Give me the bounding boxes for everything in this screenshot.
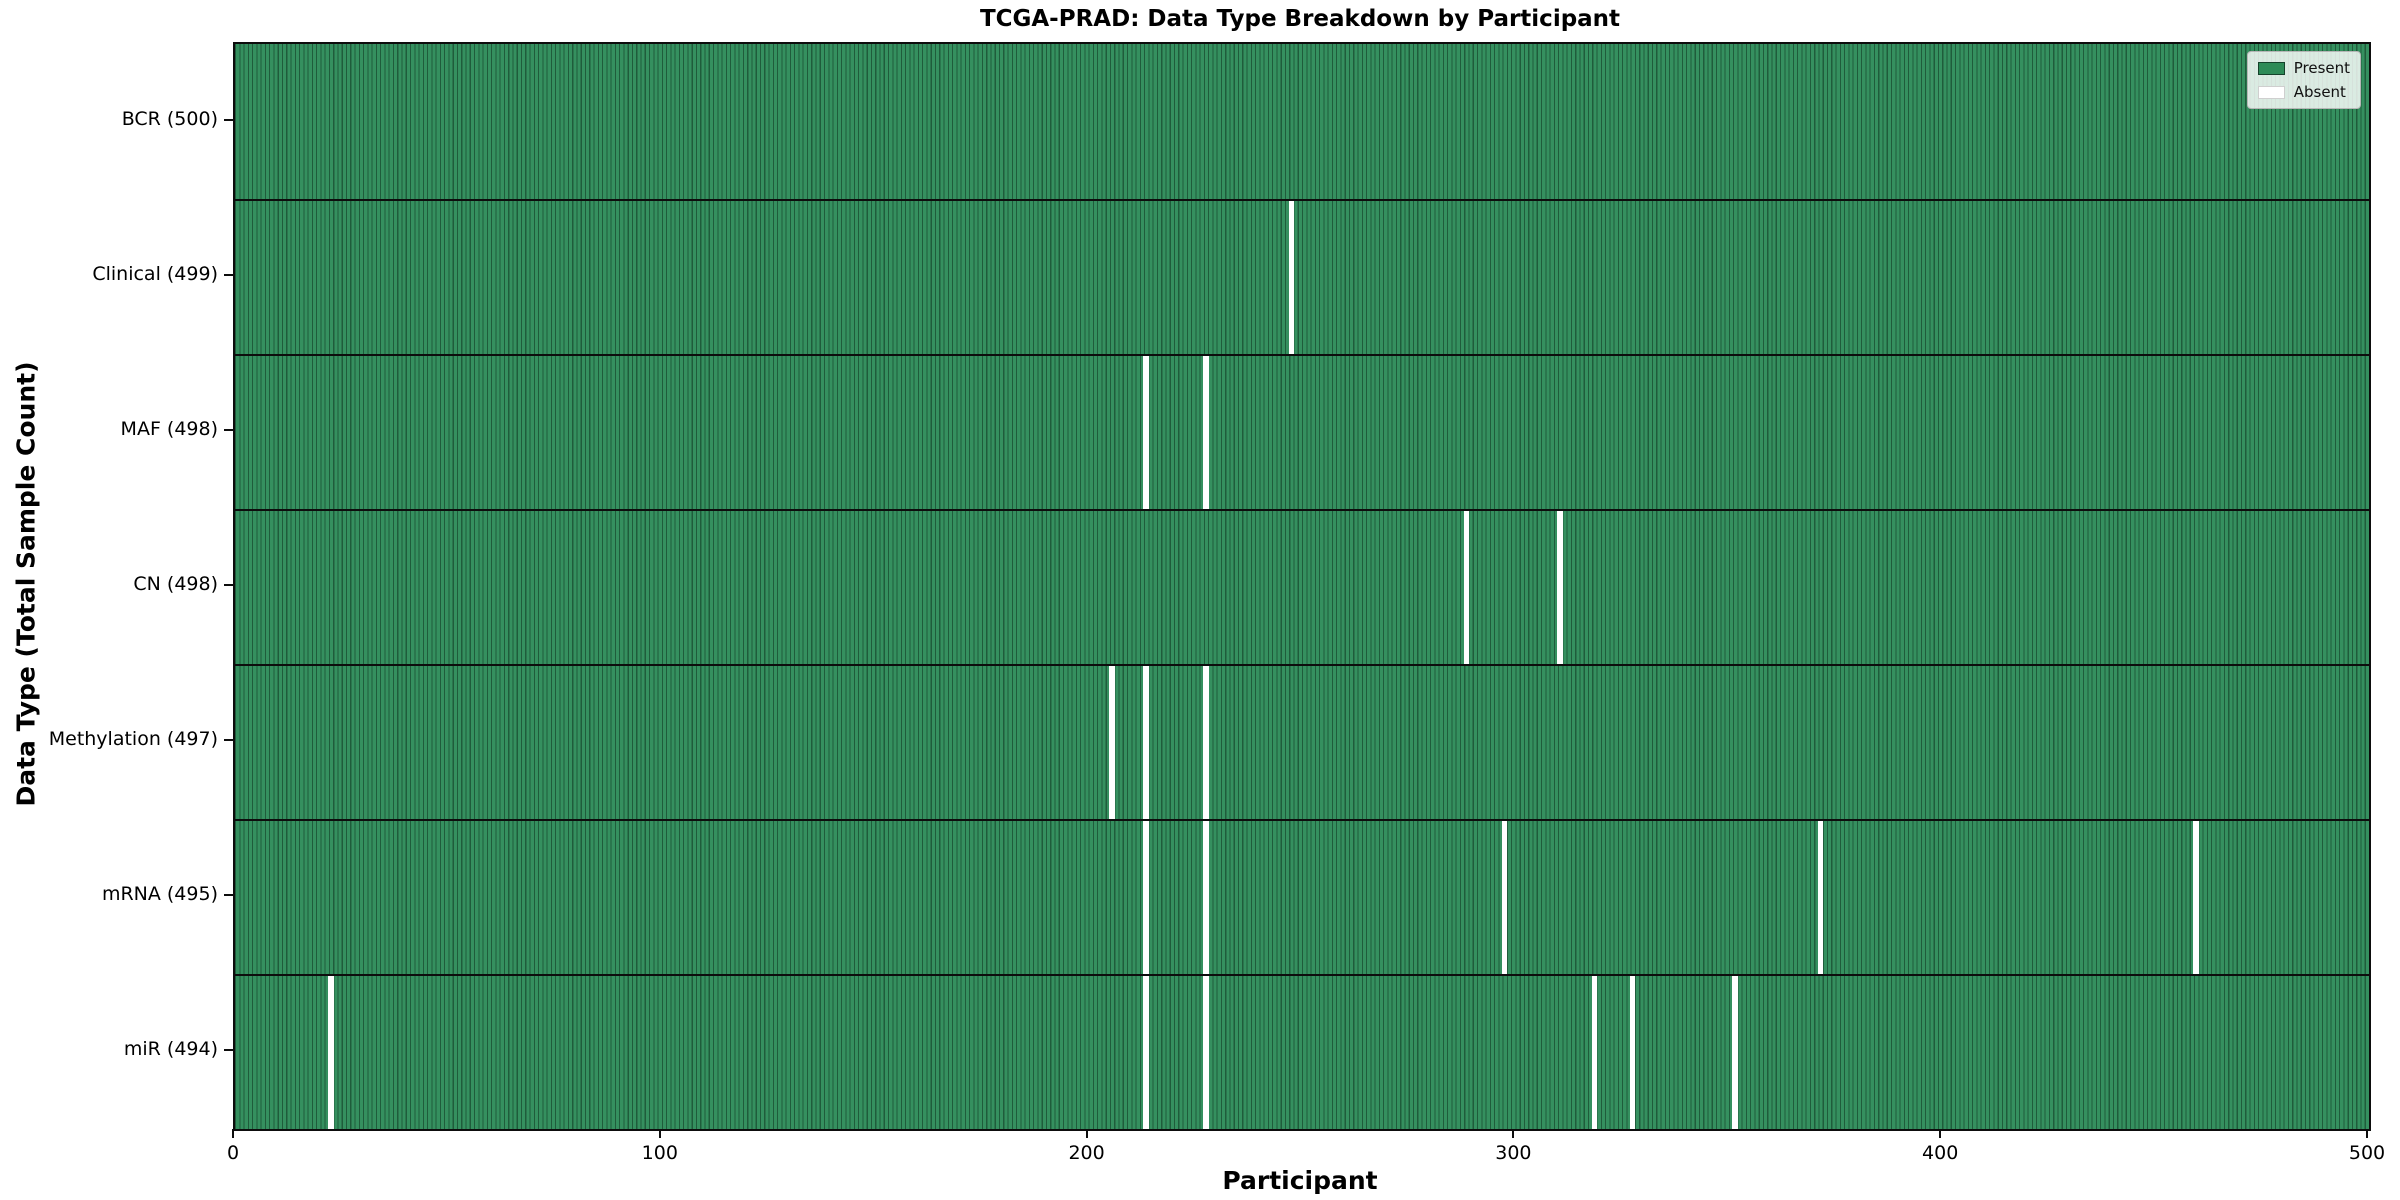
y-tick-label: CN (498) — [133, 572, 218, 595]
x-tick-label: 0 — [226, 1142, 240, 1164]
data-row-mir — [235, 974, 2369, 1129]
absent-gap — [1109, 666, 1115, 819]
absent-gap — [328, 976, 334, 1129]
chart-title: TCGA-PRAD: Data Type Breakdown by Partic… — [979, 6, 1621, 32]
x-tick — [1939, 1129, 1942, 1138]
absent-gap — [1203, 666, 1209, 819]
absent-gap — [1203, 356, 1209, 509]
absent-gap — [1288, 201, 1295, 354]
y-axis-label: Data Type (Total Sample Count) — [11, 361, 41, 807]
legend-entry-absent: Absent — [2257, 83, 2350, 101]
absent-gap — [1143, 976, 1149, 1129]
x-tick-label: 200 — [1068, 1142, 1105, 1164]
legend-swatch-absent — [2257, 85, 2285, 99]
absent-gap — [1501, 821, 1508, 974]
y-tick — [224, 273, 233, 276]
legend-label: Present — [2293, 59, 2350, 77]
absent-gap — [1732, 976, 1738, 1129]
legend: Present Absent — [2246, 51, 2361, 109]
x-tick — [2366, 1129, 2368, 1138]
x-axis-label: Participant — [1222, 1166, 1378, 1195]
y-tick — [224, 1048, 233, 1051]
y-tick-label: mRNA (495) — [101, 882, 218, 905]
absent-gap — [1463, 511, 1470, 664]
y-tick-label: Methylation (497) — [48, 727, 218, 750]
legend-entry-present: Present — [2257, 59, 2350, 77]
data-row-clinical — [235, 199, 2369, 354]
absent-gap — [1203, 976, 1209, 1129]
absent-gap — [1557, 511, 1563, 664]
absent-gap — [1817, 821, 1824, 974]
y-tick-label: MAF (498) — [120, 417, 218, 440]
y-tick — [224, 118, 233, 121]
legend-label: Absent — [2293, 83, 2346, 101]
x-tick-label: 400 — [1922, 1142, 1959, 1164]
data-row-maf — [235, 354, 2369, 509]
x-tick-label: 100 — [641, 1142, 678, 1164]
y-tick — [224, 428, 233, 431]
x-tick — [658, 1129, 661, 1138]
data-row-methylation — [235, 664, 2369, 819]
y-tick-label: BCR (500) — [121, 107, 218, 130]
absent-gap — [2193, 821, 2199, 974]
absent-gap — [1143, 821, 1149, 974]
absent-gap — [1143, 666, 1149, 819]
plot-area: Present Absent — [233, 42, 2371, 1131]
data-row-cn — [235, 509, 2369, 664]
y-tick — [224, 583, 233, 586]
x-tick — [232, 1129, 234, 1138]
data-row-bcr — [235, 44, 2369, 199]
x-tick-label: 500 — [2348, 1142, 2386, 1164]
y-tick-label: miR (494) — [123, 1037, 218, 1060]
y-tick — [224, 893, 233, 896]
absent-gap — [1143, 356, 1149, 509]
x-tick — [1085, 1129, 1088, 1138]
absent-gap — [1630, 976, 1636, 1129]
y-tick — [224, 738, 233, 741]
absent-gap — [1591, 976, 1598, 1129]
x-tick-label: 300 — [1495, 1142, 1532, 1164]
y-tick-label: Clinical (499) — [92, 262, 218, 285]
legend-swatch-present — [2257, 61, 2285, 75]
absent-gap — [1203, 821, 1209, 974]
x-tick — [1512, 1129, 1515, 1138]
data-row-mrna — [235, 819, 2369, 974]
